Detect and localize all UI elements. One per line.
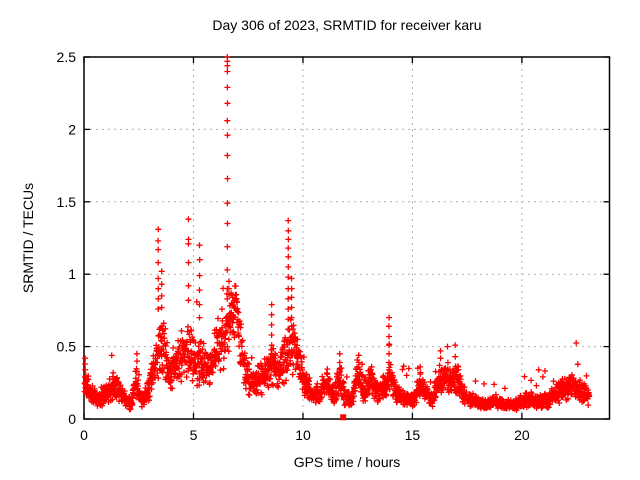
x-tick-label: 5 (190, 427, 198, 443)
scatter-points (81, 54, 593, 413)
y-tick-label: 2 (68, 121, 76, 137)
x-axis-label: GPS time / hours (293, 454, 401, 470)
y-tick-label: 0 (68, 411, 76, 427)
y-tick-label: 2.5 (57, 49, 77, 65)
y-tick-label: 1 (68, 266, 76, 282)
chart-title: Day 306 of 2023, SRMTID for receiver kar… (212, 17, 482, 33)
outlier-square-point (340, 414, 347, 421)
y-tick-label: 0.5 (57, 339, 77, 355)
x-tick-label: 15 (405, 427, 421, 443)
x-tick-labels: 0 5 10 15 20 (80, 427, 530, 443)
x-tick-label: 20 (514, 427, 530, 443)
x-tick-label: 0 (80, 427, 88, 443)
y-tick-label: 1.5 (57, 194, 77, 210)
plot-border (83, 56, 611, 420)
y-tick-labels: 0 0.5 1 1.5 2 2.5 (57, 49, 77, 427)
x-tick-label: 10 (295, 427, 311, 443)
